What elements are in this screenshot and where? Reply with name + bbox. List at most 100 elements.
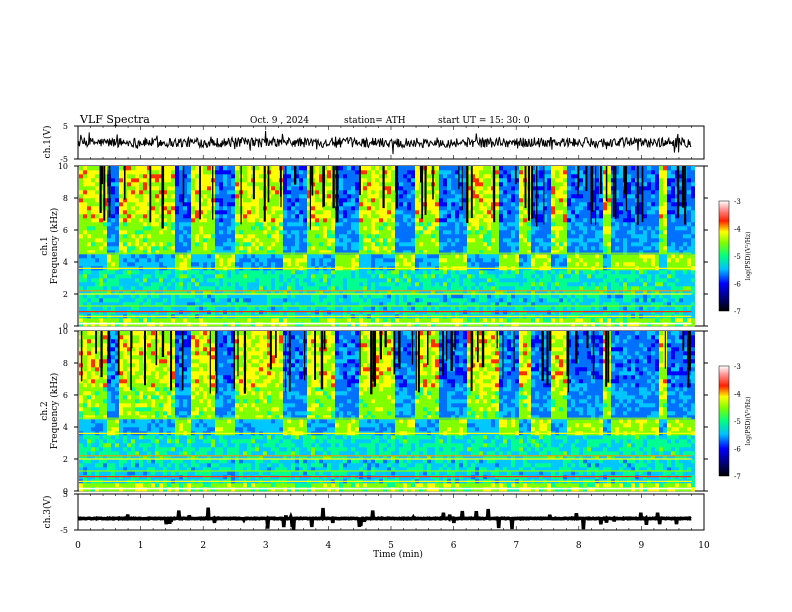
spectrogram-cell [207,302,211,307]
spectrogram-cell [335,250,339,255]
spectrogram-cell [371,298,375,303]
spectrogram-cell [411,282,415,287]
spectrogram-cell [427,246,431,251]
spectrogram-cell [387,210,391,215]
spectrogram-cell [307,190,311,195]
spectrogram-cell [171,286,175,291]
spectrogram-cell [267,226,271,231]
spectrogram-cell [139,218,143,223]
spectrogram-cell [343,278,347,283]
spectrogram-cell [215,294,219,299]
spectrogram-cell [123,198,127,203]
spectrogram-cell [507,258,511,263]
spectrogram-cell [167,210,171,215]
spectrogram-cell [359,206,363,211]
spectrogram-cell [271,234,275,239]
spectrogram-cell [395,306,399,311]
spectrogram-cell [387,194,391,199]
spectrogram-cell [79,246,83,251]
spectrogram-cell [143,166,147,171]
spectrogram-cell [171,298,175,303]
spectrogram-cell [247,186,251,191]
spectrogram-cell [319,198,323,203]
spectrogram-cell [415,290,419,295]
spectrogram-cell [163,170,167,175]
spectrogram-cell [363,234,367,239]
spectrogram-cell [123,230,127,235]
spectrogram-cell [339,206,343,211]
spectrogram-cell [423,214,427,219]
spectrogram-cell [543,238,547,243]
spectrogram-cell [187,170,191,175]
spectrogram-cell [531,290,535,295]
spectrogram-cell [391,274,395,279]
spectrogram-cell [231,250,235,255]
spectrogram-cell [111,286,115,291]
spectrogram-cell [331,246,335,251]
spectrogram-cell [223,194,227,199]
spectrogram-cell [131,234,135,239]
spectrogram-cell [187,270,191,275]
spectrogram-cell [259,174,263,179]
spectrogram-cell [95,250,99,255]
spectrogram-cell [299,290,303,295]
spectrogram-cell [219,218,223,223]
spectrogram-cell [471,290,475,295]
spectrogram-cell [503,274,507,279]
spectrogram-cell [167,258,171,263]
spectrogram-cell [335,234,339,239]
spectrogram-cell [251,274,255,279]
spectrogram-cell [223,218,227,223]
spectrogram-cell [439,174,443,179]
spectrogram-cell [459,278,463,283]
spectrogram-cell [427,226,431,231]
spectrogram-cell [375,214,379,219]
spectrogram-cell [539,210,543,215]
spectrogram-cell [167,194,171,199]
spectrogram-cell [327,178,331,183]
spectrogram-cell [527,246,531,251]
spectrogram-cell [383,242,387,247]
spectrogram-cell [175,198,179,203]
spectrogram-cell [423,222,427,227]
spectrogram-cell [163,290,167,295]
spectrogram-cell [555,170,559,175]
spectrogram-cell [179,238,183,243]
spectrogram-cell [431,258,435,263]
spectrogram-cell [355,274,359,279]
spectrogram-cell [371,174,375,179]
spectrogram-cell [463,290,467,295]
spectrogram-cell [135,174,139,179]
spectrogram-cell [243,190,247,195]
spectrogram-cell [259,230,263,235]
spectrogram-cell [463,286,467,291]
spectrogram-cell [83,282,87,287]
spectrogram-cell [143,306,147,311]
spectrogram-cell [563,262,567,267]
spectrogram-cell [371,226,375,231]
spectrogram-cell [183,254,187,259]
spectrogram-cell [215,178,219,183]
spectrogram-cell [307,182,311,187]
spectrogram-cell [483,274,487,279]
spectrogram-cell [559,234,563,239]
spectrogram-cell [443,258,447,263]
spectrogram-cell [423,238,427,243]
spectrogram-cell [495,294,499,299]
spectrogram-cell [247,294,251,299]
spectrogram-cell [83,286,87,291]
spectrogram-cell [131,214,135,219]
spectrogram-cell [231,270,235,275]
spectrogram-cell [255,218,259,223]
spectrogram-cell [503,254,507,259]
spectrogram-cell [447,278,451,283]
spectrogram-cell [271,262,275,267]
spectrogram-cell [291,202,295,207]
spectrogram-cell [215,190,219,195]
spectrogram-cell [363,274,367,279]
spectrogram-cell [163,190,167,195]
spectrogram-cell [259,202,263,207]
spectrogram-cell [443,226,447,231]
spectrogram-cell [271,254,275,259]
spectrogram-cell [331,218,335,223]
